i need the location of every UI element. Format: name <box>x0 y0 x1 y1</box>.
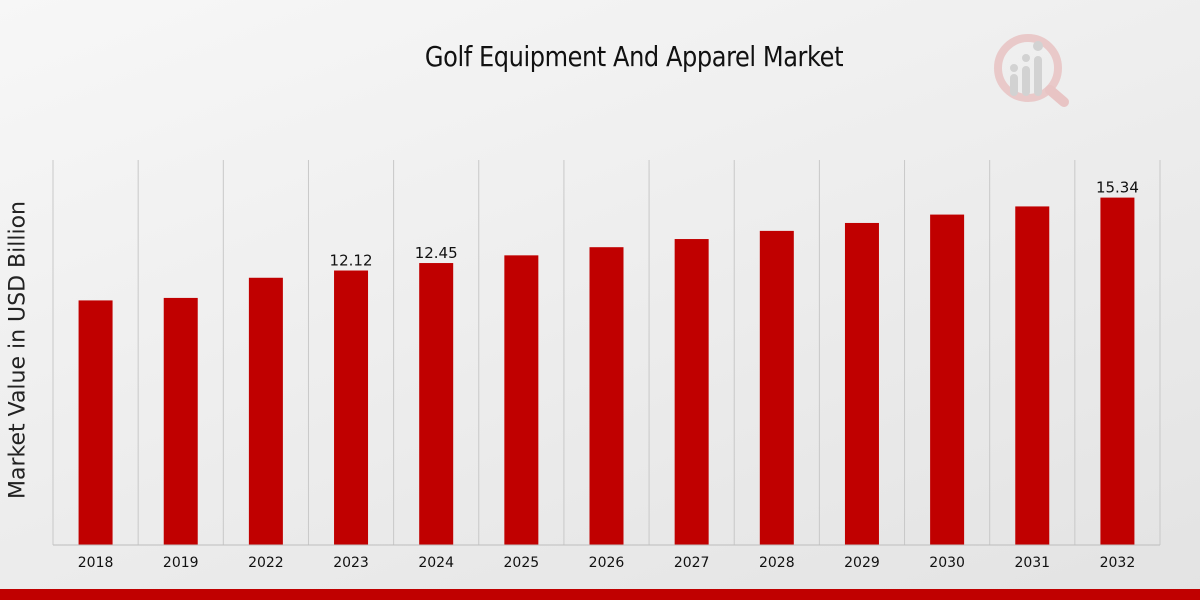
x-tick-2027: 2027 <box>674 555 710 571</box>
bars <box>78 197 1135 546</box>
bar-2023 <box>334 270 369 545</box>
logo-icon <box>994 34 1069 107</box>
grid-lines <box>52 160 1161 545</box>
bar-2022 <box>248 277 283 545</box>
x-tick-2025: 2025 <box>504 555 540 571</box>
x-tick-labels: 2018 2019 2022 2023 2024 2025 2026 2027 2028 2029… <box>78 555 1135 571</box>
data-label-2023: 12.12 <box>330 252 373 270</box>
x-tick-2026: 2026 <box>589 555 625 571</box>
x-tick-2031: 2031 <box>1014 555 1050 571</box>
x-tick-2030: 2030 <box>929 555 965 571</box>
x-tick-2029: 2029 <box>844 555 880 571</box>
bar-2028 <box>759 230 794 545</box>
bar-2019 <box>163 297 198 545</box>
x-tick-2018: 2018 <box>78 555 114 571</box>
x-tick-2023: 2023 <box>333 555 369 571</box>
bar-2029 <box>844 222 879 546</box>
x-tick-2032: 2032 <box>1100 555 1136 571</box>
bar-2026 <box>589 247 624 546</box>
bar-2030 <box>930 214 965 545</box>
data-labels: 12.12 12.45 15.34 <box>330 179 1139 270</box>
x-tick-2019: 2019 <box>163 555 199 571</box>
x-tick-2024: 2024 <box>418 555 454 571</box>
bar-2024 <box>419 263 454 545</box>
bar-2027 <box>674 239 709 545</box>
x-tick-2022: 2022 <box>248 555 284 571</box>
chart-title: Golf Equipment And Apparel Market <box>424 40 844 73</box>
bar-2032 <box>1100 197 1135 545</box>
data-label-2024: 12.45 <box>415 244 458 262</box>
data-label-2032: 15.34 <box>1096 179 1139 197</box>
x-tick-2028: 2028 <box>759 555 795 571</box>
bar-2018 <box>78 300 113 545</box>
bottom-accent-bar <box>0 589 1200 600</box>
bar-2031 <box>1015 206 1050 546</box>
bar-2025 <box>504 255 539 545</box>
